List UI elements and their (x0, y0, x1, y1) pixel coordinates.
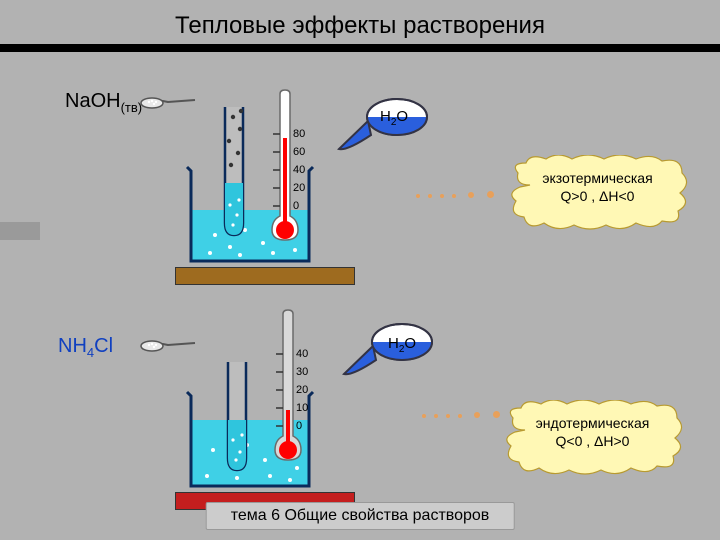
h2o-label-2: H2O (388, 335, 416, 355)
sidebar-stub (0, 222, 40, 240)
callout-text: эндотермическая Q<0 , ΔH>0 (505, 414, 680, 450)
spoon-icon (140, 92, 200, 112)
tick-label: 40 (296, 348, 308, 360)
formula-nh4cl: NH4Cl (58, 335, 113, 360)
tick-label: 20 (296, 384, 308, 396)
tick-label: 0 (293, 200, 299, 212)
tick-label: 60 (293, 146, 305, 158)
tick-label: 0 (296, 420, 302, 432)
water-jug-1 (335, 95, 430, 162)
tick-label: 40 (293, 164, 305, 176)
tick-label: 30 (296, 366, 308, 378)
callout-exothermic: экзотермическая Q>0 , ΔH<0 (510, 155, 685, 225)
tick-label: 80 (293, 128, 305, 140)
bubble-trail-2 (418, 405, 504, 423)
callout-text: экзотермическая Q>0 , ΔH<0 (510, 169, 685, 205)
footer-caption: тема 6 Общие свойства растворов (206, 502, 515, 530)
callout-endothermic: эндотермическая Q<0 , ΔH>0 (505, 400, 680, 470)
h2o-label-1: H2O (380, 108, 408, 128)
bubble-trail-1 (412, 185, 498, 203)
tick-label: 10 (296, 402, 308, 414)
page-title: Тепловые эффекты растворения (0, 0, 720, 52)
tick-label: 20 (293, 182, 305, 194)
spoon-icon (140, 335, 200, 355)
hotplate-1 (175, 267, 355, 285)
formula-naoh: NaOH(тв) (65, 90, 142, 115)
testtube-2 (218, 360, 256, 480)
testtube-1 (215, 105, 253, 245)
title-text: Тепловые эффекты растворения (175, 12, 545, 40)
